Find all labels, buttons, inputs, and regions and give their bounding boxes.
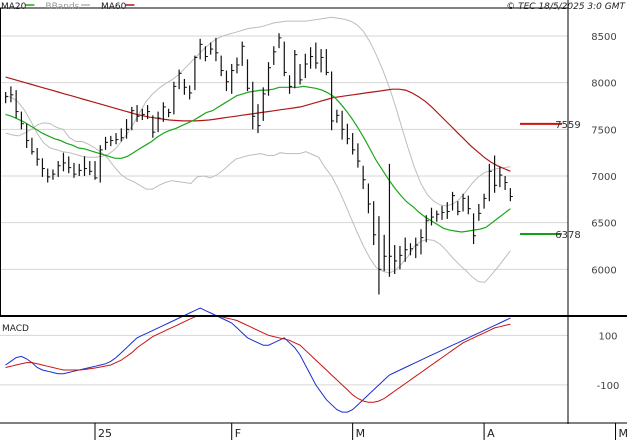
- price-bars: [5, 33, 513, 295]
- y-tick-label: 8500: [591, 32, 616, 43]
- macd-panel: [5, 307, 511, 413]
- x-tick-label: A: [487, 427, 495, 440]
- copyright-text: © TEC 18/5/2025 3:0 GMT: [506, 2, 626, 12]
- y-tick-label: 6000: [591, 265, 616, 276]
- x-tick-label: 25: [98, 427, 112, 440]
- y-tick-label: 7000: [591, 172, 616, 183]
- grid: [0, 35, 568, 386]
- macd-title: MACD: [2, 324, 29, 334]
- y-tick-label: 8000: [591, 79, 616, 90]
- y-tick-label: 6500: [591, 219, 616, 230]
- signal-line: [5, 315, 511, 403]
- y-tick-label: 7500: [591, 125, 616, 136]
- level-label: 7559: [555, 120, 580, 131]
- level-label: 6378: [555, 230, 580, 241]
- macd-y-tick-label: -100: [597, 381, 620, 392]
- legend-label: MA60: [101, 2, 127, 12]
- bband-upper-line: [5, 16, 511, 207]
- bollinger-bands: [5, 16, 511, 283]
- x-tick-label: F: [235, 427, 241, 440]
- annotations: [520, 122, 562, 236]
- x-tick-label: M: [619, 427, 627, 440]
- legend-label: BBands: [45, 2, 79, 12]
- macd-line: [5, 307, 511, 413]
- bband-lower-line: [5, 122, 511, 283]
- legend-label: MA20: [1, 2, 27, 12]
- macd-y-tick-label: 100: [598, 331, 617, 342]
- x-tick-label: M: [356, 427, 366, 440]
